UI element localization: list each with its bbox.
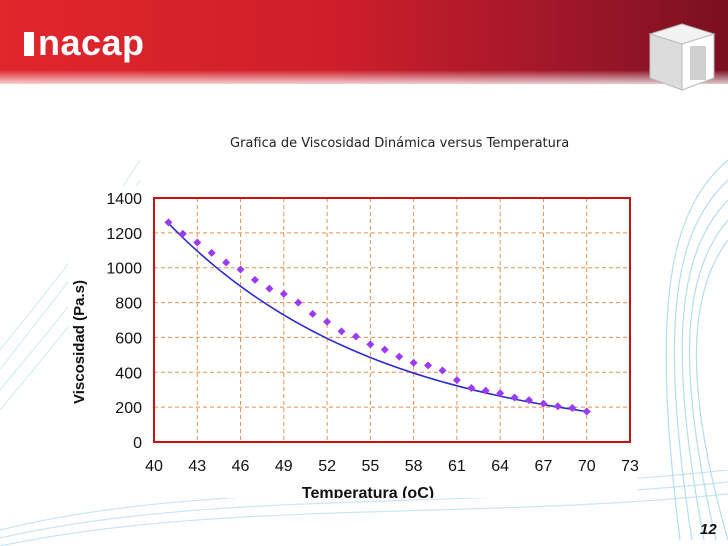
data-point <box>568 404 577 413</box>
x-tick-label: 43 <box>188 458 206 475</box>
logo-label: nacap <box>38 22 145 63</box>
data-point <box>582 407 591 416</box>
viscosity-chart: 40 43 46 49 52 55 58 61 64 67 70 73 0 200 400 600 800 10… <box>68 186 638 498</box>
page-number: 12 <box>700 521 717 538</box>
data-point <box>308 309 317 318</box>
x-tick-label: 73 <box>621 458 638 475</box>
x-tick-label: 49 <box>275 458 293 475</box>
data-point <box>438 366 447 375</box>
data-point <box>265 284 274 293</box>
y-tick-label: 600 <box>115 330 142 347</box>
y-axis-label: Viscosidad (Pa.s) <box>71 280 88 404</box>
y-tick-label: 800 <box>115 296 142 313</box>
data-point <box>380 345 389 354</box>
x-tick-label: 58 <box>405 458 423 475</box>
data-point <box>250 275 259 284</box>
data-point <box>366 340 375 349</box>
data-point <box>467 383 476 392</box>
y-tick-label: 400 <box>115 365 142 382</box>
x-tick-labels: 40 43 46 49 52 55 58 61 64 67 70 73 <box>145 458 638 475</box>
y-tick-label: 200 <box>115 400 142 417</box>
data-point <box>164 218 173 227</box>
data-point <box>236 265 245 274</box>
y-tick-labels: 0 200 400 600 800 1000 1200 1400 <box>106 191 142 452</box>
decor-right-lines <box>665 159 728 541</box>
x-tick-label: 46 <box>232 458 250 475</box>
y-tick-label: 0 <box>133 435 142 452</box>
y-tick-label: 1200 <box>106 226 142 243</box>
data-point <box>193 238 202 247</box>
data-point <box>323 317 332 326</box>
data-point <box>481 386 490 395</box>
chart-background <box>68 186 638 498</box>
data-point <box>539 399 548 408</box>
trend-layer <box>167 222 587 413</box>
data-point <box>395 352 404 361</box>
data-point <box>510 393 519 402</box>
logo-text: nacap <box>24 22 145 64</box>
x-tick-label: 61 <box>448 458 466 475</box>
y-tick-label: 1400 <box>106 191 142 208</box>
x-tick-label: 70 <box>578 458 596 475</box>
data-point <box>553 402 562 411</box>
x-tick-label: 64 <box>491 458 509 475</box>
x-tick-label: 67 <box>535 458 553 475</box>
plot-frame <box>153 197 631 443</box>
data-point <box>294 298 303 307</box>
data-point <box>279 289 288 298</box>
data-point <box>409 358 418 367</box>
header-swoosh <box>0 70 728 100</box>
data-point <box>178 229 187 238</box>
data-point <box>525 396 534 405</box>
data-point <box>424 361 433 370</box>
data-point <box>207 248 216 257</box>
x-tick-label: 40 <box>145 458 163 475</box>
data-point <box>496 389 505 398</box>
cube-logo-icon <box>648 23 716 91</box>
data-point <box>222 258 231 267</box>
point-layer <box>164 218 591 416</box>
data-point <box>337 327 346 336</box>
data-point <box>351 332 360 341</box>
x-tick-label: 52 <box>318 458 336 475</box>
data-point <box>452 376 461 385</box>
y-tick-label: 1000 <box>106 261 142 278</box>
chart-title: Grafica de Viscosidad Dinámica versus Te… <box>230 136 570 151</box>
logo-mark-icon <box>24 32 34 56</box>
x-axis-label: Temperatura (oC) <box>302 485 434 498</box>
x-tick-label: 55 <box>361 458 379 475</box>
trend-line <box>167 222 587 413</box>
